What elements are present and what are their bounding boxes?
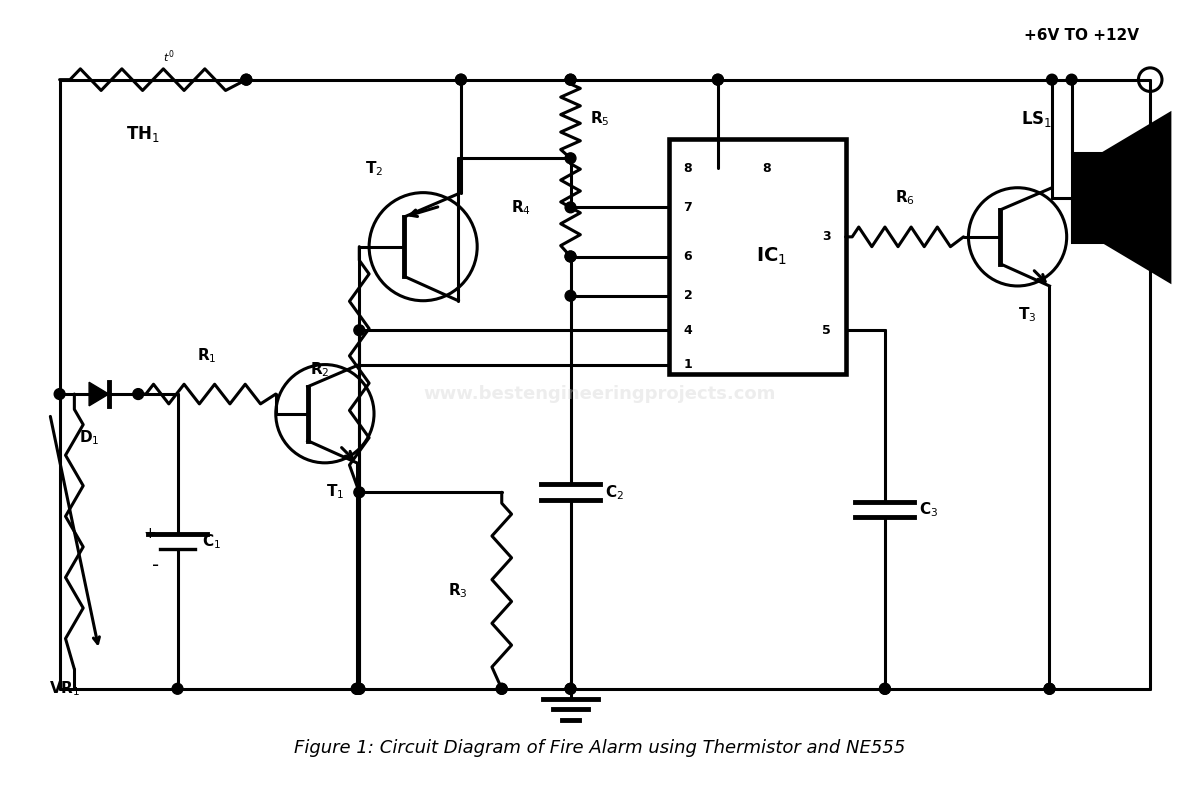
Circle shape [1046,75,1057,85]
Circle shape [497,684,508,694]
Circle shape [1044,684,1055,694]
Text: 7: 7 [684,201,692,214]
Circle shape [352,684,362,694]
Circle shape [456,75,467,85]
Text: 8: 8 [763,161,772,175]
Text: $t^0$: $t^0$ [163,48,174,65]
Circle shape [565,684,576,694]
Text: R$_3$: R$_3$ [448,581,468,600]
Circle shape [1044,684,1055,694]
Text: 1: 1 [684,358,692,371]
Text: +: + [144,526,156,541]
Circle shape [172,684,182,694]
Text: C$_1$: C$_1$ [202,532,221,551]
Text: T$_3$: T$_3$ [1018,306,1037,324]
Circle shape [713,75,724,85]
Text: 4: 4 [684,324,692,337]
Text: C$_2$: C$_2$ [605,483,624,502]
Text: T$_2$: T$_2$ [365,160,383,178]
Circle shape [565,75,576,85]
Text: Figure 1: Circuit Diagram of Fire Alarm using Thermistor and NE555: Figure 1: Circuit Diagram of Fire Alarm … [294,738,906,757]
Text: IC$_1$: IC$_1$ [756,246,787,267]
Circle shape [565,202,576,213]
Circle shape [565,291,576,301]
Circle shape [1066,75,1078,85]
Text: D$_1$: D$_1$ [79,429,100,447]
Text: R$_5$: R$_5$ [590,110,610,129]
Circle shape [497,684,508,694]
Circle shape [133,388,144,399]
Circle shape [354,325,365,336]
Circle shape [352,684,362,694]
Circle shape [354,487,365,498]
Circle shape [880,684,890,694]
Circle shape [54,388,65,399]
Text: www.bestengineeringprojects.com: www.bestengineeringprojects.com [424,385,776,403]
Polygon shape [89,382,109,406]
Bar [1072,153,1103,241]
Text: R$_4$: R$_4$ [511,198,532,217]
Text: R$_1$: R$_1$ [197,346,217,364]
Text: 8: 8 [684,161,692,175]
Text: R$_2$: R$_2$ [310,360,330,379]
Text: C$_3$: C$_3$ [919,500,938,518]
Circle shape [241,75,252,85]
Circle shape [565,251,576,262]
Circle shape [354,684,365,694]
Text: 5: 5 [822,324,830,337]
Text: +6V TO +12V: +6V TO +12V [1024,28,1139,43]
Circle shape [565,75,576,85]
Circle shape [880,684,890,694]
Circle shape [713,75,724,85]
Bar [668,139,846,375]
Text: T$_1$: T$_1$ [325,483,344,501]
Circle shape [456,75,467,85]
Text: 6: 6 [684,250,692,263]
Circle shape [354,684,365,694]
Text: VR$_1$: VR$_1$ [49,679,80,698]
Text: -: - [152,557,160,576]
Circle shape [565,251,576,262]
Text: 2: 2 [684,289,692,303]
Polygon shape [1103,114,1170,282]
Circle shape [241,75,252,85]
Text: 3: 3 [822,230,830,243]
Circle shape [565,684,576,694]
Text: TH$_1$: TH$_1$ [126,124,160,144]
Circle shape [565,153,576,164]
Text: R$_6$: R$_6$ [894,189,914,207]
Text: LS$_1$: LS$_1$ [1021,109,1052,129]
